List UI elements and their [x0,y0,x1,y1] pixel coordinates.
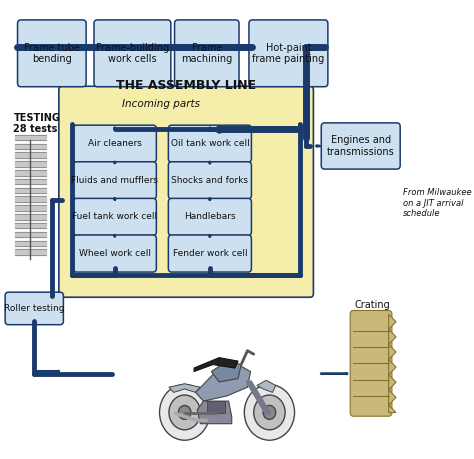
FancyBboxPatch shape [174,20,239,87]
FancyBboxPatch shape [73,198,156,235]
Polygon shape [196,364,251,401]
Circle shape [263,405,276,420]
Text: Oil tank work cell: Oil tank work cell [171,139,249,148]
FancyBboxPatch shape [168,125,251,162]
Text: Engines and
transmissions: Engines and transmissions [327,135,394,157]
Circle shape [169,395,201,430]
FancyBboxPatch shape [249,20,328,87]
Polygon shape [194,358,238,371]
Polygon shape [169,384,201,392]
FancyBboxPatch shape [73,162,156,199]
Text: Handlebars: Handlebars [184,213,236,221]
FancyBboxPatch shape [168,235,251,272]
Text: Fuel tank work cell: Fuel tank work cell [73,213,157,221]
FancyBboxPatch shape [5,292,64,325]
Polygon shape [257,380,276,392]
Text: Fluids and mufflers: Fluids and mufflers [72,176,158,185]
Text: THE ASSEMBLY LINE: THE ASSEMBLY LINE [116,79,256,92]
Polygon shape [197,401,232,424]
Text: Crating: Crating [354,300,390,309]
Polygon shape [389,314,396,413]
Circle shape [244,385,294,440]
Text: Hot-paint
frame painting: Hot-paint frame painting [252,43,325,64]
Text: Frame-building
work cells: Frame-building work cells [96,43,169,64]
Text: Frame tube
bending: Frame tube bending [24,43,80,64]
Text: Air cleaners: Air cleaners [88,139,142,148]
Circle shape [160,385,210,440]
FancyBboxPatch shape [350,310,392,416]
FancyBboxPatch shape [321,123,400,169]
FancyBboxPatch shape [73,125,156,162]
Text: Wheel work cell: Wheel work cell [79,249,151,258]
Polygon shape [211,361,241,382]
Text: From Milwaukee
on a JIT arrival
schedule: From Milwaukee on a JIT arrival schedule [403,188,472,218]
Text: Roller testing: Roller testing [4,304,64,313]
FancyBboxPatch shape [94,20,171,87]
Polygon shape [207,401,226,413]
Text: Incoming parts: Incoming parts [122,99,201,109]
Text: Fender work cell: Fender work cell [173,249,247,258]
Text: TESTING
28 tests: TESTING 28 tests [13,113,60,134]
Text: Frame
machining: Frame machining [181,43,232,64]
Circle shape [178,405,191,420]
FancyBboxPatch shape [18,20,86,87]
FancyBboxPatch shape [168,162,251,199]
FancyBboxPatch shape [168,198,251,235]
FancyBboxPatch shape [59,86,313,297]
Text: Shocks and forks: Shocks and forks [172,176,248,185]
FancyBboxPatch shape [73,235,156,272]
Circle shape [254,395,285,430]
